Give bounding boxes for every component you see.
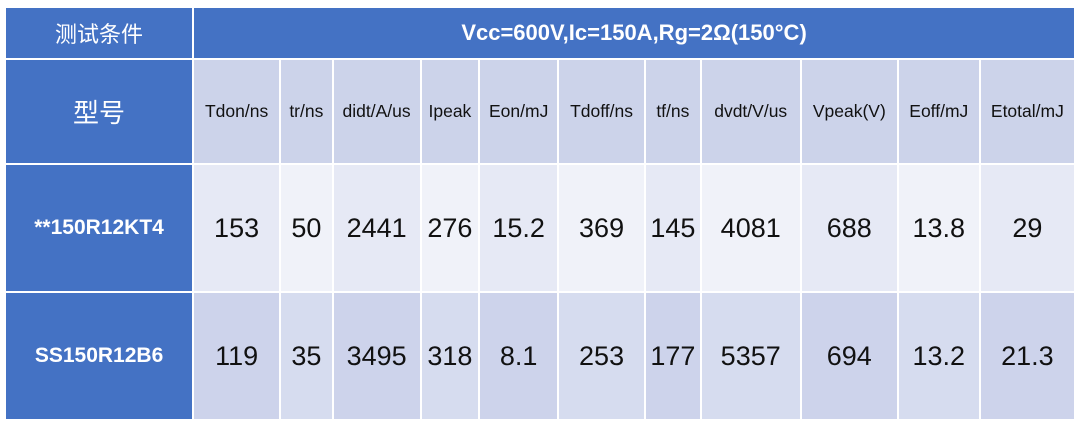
- table-cell: 5357: [701, 293, 800, 419]
- table-cell: 3495: [333, 293, 420, 419]
- table-cell: 13.8: [898, 165, 979, 291]
- spec-comparison-table: 测试条件 Vcc=600V,Ic=150A,Rg=2Ω(150°C) 型号 Td…: [4, 6, 1076, 421]
- spec-table-container: 测试条件 Vcc=600V,Ic=150A,Rg=2Ω(150°C) 型号 Td…: [4, 6, 1076, 421]
- table-cell: 8.1: [480, 293, 558, 419]
- table-cell: 13.2: [898, 293, 979, 419]
- column-header: Etotal/mJ: [980, 60, 1074, 163]
- column-header: tf/ns: [646, 60, 700, 163]
- table-cell: 15.2: [480, 165, 558, 291]
- table-cell: 145: [646, 165, 700, 291]
- condition-row: 测试条件 Vcc=600V,Ic=150A,Rg=2Ω(150°C): [6, 8, 1074, 58]
- column-header: didt/A/us: [333, 60, 420, 163]
- table-row: SS150R12B6 119 35 3495 318 8.1 253 177 5…: [6, 293, 1074, 419]
- model-label: 型号: [6, 60, 193, 163]
- column-header: Vpeak(V): [801, 60, 897, 163]
- table-cell: 318: [421, 293, 479, 419]
- column-header-row: 型号 Tdon/ns tr/ns didt/A/us Ipeak Eon/mJ …: [6, 60, 1074, 163]
- model-name: **150R12KT4: [6, 165, 193, 291]
- column-header: Tdoff/ns: [559, 60, 645, 163]
- table-cell: 694: [801, 293, 897, 419]
- table-row: **150R12KT4 153 50 2441 276 15.2 369 145…: [6, 165, 1074, 291]
- table-cell: 153: [194, 165, 280, 291]
- table-cell: 688: [801, 165, 897, 291]
- column-header: dvdt/V/us: [701, 60, 800, 163]
- table-cell: 2441: [333, 165, 420, 291]
- column-header: Eoff/mJ: [898, 60, 979, 163]
- condition-label: 测试条件: [6, 8, 193, 58]
- table-cell: 29: [980, 165, 1074, 291]
- table-cell: 21.3: [980, 293, 1074, 419]
- table-cell: 4081: [701, 165, 800, 291]
- column-header: Tdon/ns: [194, 60, 280, 163]
- condition-value: Vcc=600V,Ic=150A,Rg=2Ω(150°C): [194, 8, 1074, 58]
- table-cell: 50: [281, 165, 332, 291]
- table-cell: 369: [559, 165, 645, 291]
- table-cell: 35: [281, 293, 332, 419]
- table-cell: 119: [194, 293, 280, 419]
- table-cell: 253: [559, 293, 645, 419]
- column-header: tr/ns: [281, 60, 332, 163]
- column-header: Ipeak: [421, 60, 479, 163]
- table-cell: 177: [646, 293, 700, 419]
- column-header: Eon/mJ: [480, 60, 558, 163]
- model-name: SS150R12B6: [6, 293, 193, 419]
- table-cell: 276: [421, 165, 479, 291]
